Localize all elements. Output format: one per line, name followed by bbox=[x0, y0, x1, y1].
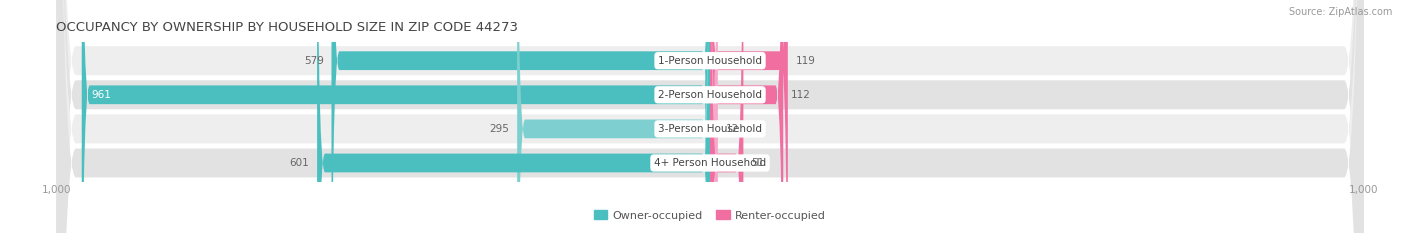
FancyBboxPatch shape bbox=[710, 0, 783, 233]
FancyBboxPatch shape bbox=[56, 0, 1364, 233]
Text: 12: 12 bbox=[725, 124, 740, 134]
Text: 112: 112 bbox=[792, 90, 811, 100]
FancyBboxPatch shape bbox=[517, 0, 710, 233]
Text: Source: ZipAtlas.com: Source: ZipAtlas.com bbox=[1288, 7, 1392, 17]
Text: 2-Person Household: 2-Person Household bbox=[658, 90, 762, 100]
FancyBboxPatch shape bbox=[710, 0, 718, 233]
Text: 601: 601 bbox=[290, 158, 309, 168]
FancyBboxPatch shape bbox=[56, 0, 1364, 233]
Text: OCCUPANCY BY OWNERSHIP BY HOUSEHOLD SIZE IN ZIP CODE 44273: OCCUPANCY BY OWNERSHIP BY HOUSEHOLD SIZE… bbox=[56, 21, 519, 34]
FancyBboxPatch shape bbox=[56, 0, 1364, 233]
FancyBboxPatch shape bbox=[710, 0, 787, 233]
Text: 1-Person Household: 1-Person Household bbox=[658, 56, 762, 66]
Text: 579: 579 bbox=[304, 56, 323, 66]
FancyBboxPatch shape bbox=[82, 0, 710, 233]
Text: 4+ Person Household: 4+ Person Household bbox=[654, 158, 766, 168]
Text: 3-Person Household: 3-Person Household bbox=[658, 124, 762, 134]
Text: 961: 961 bbox=[91, 90, 111, 100]
Text: 119: 119 bbox=[796, 56, 815, 66]
FancyBboxPatch shape bbox=[318, 0, 710, 233]
FancyBboxPatch shape bbox=[332, 0, 710, 233]
FancyBboxPatch shape bbox=[710, 0, 744, 233]
Text: 51: 51 bbox=[751, 158, 765, 168]
Text: 295: 295 bbox=[489, 124, 509, 134]
FancyBboxPatch shape bbox=[56, 0, 1364, 233]
Legend: Owner-occupied, Renter-occupied: Owner-occupied, Renter-occupied bbox=[589, 206, 831, 225]
